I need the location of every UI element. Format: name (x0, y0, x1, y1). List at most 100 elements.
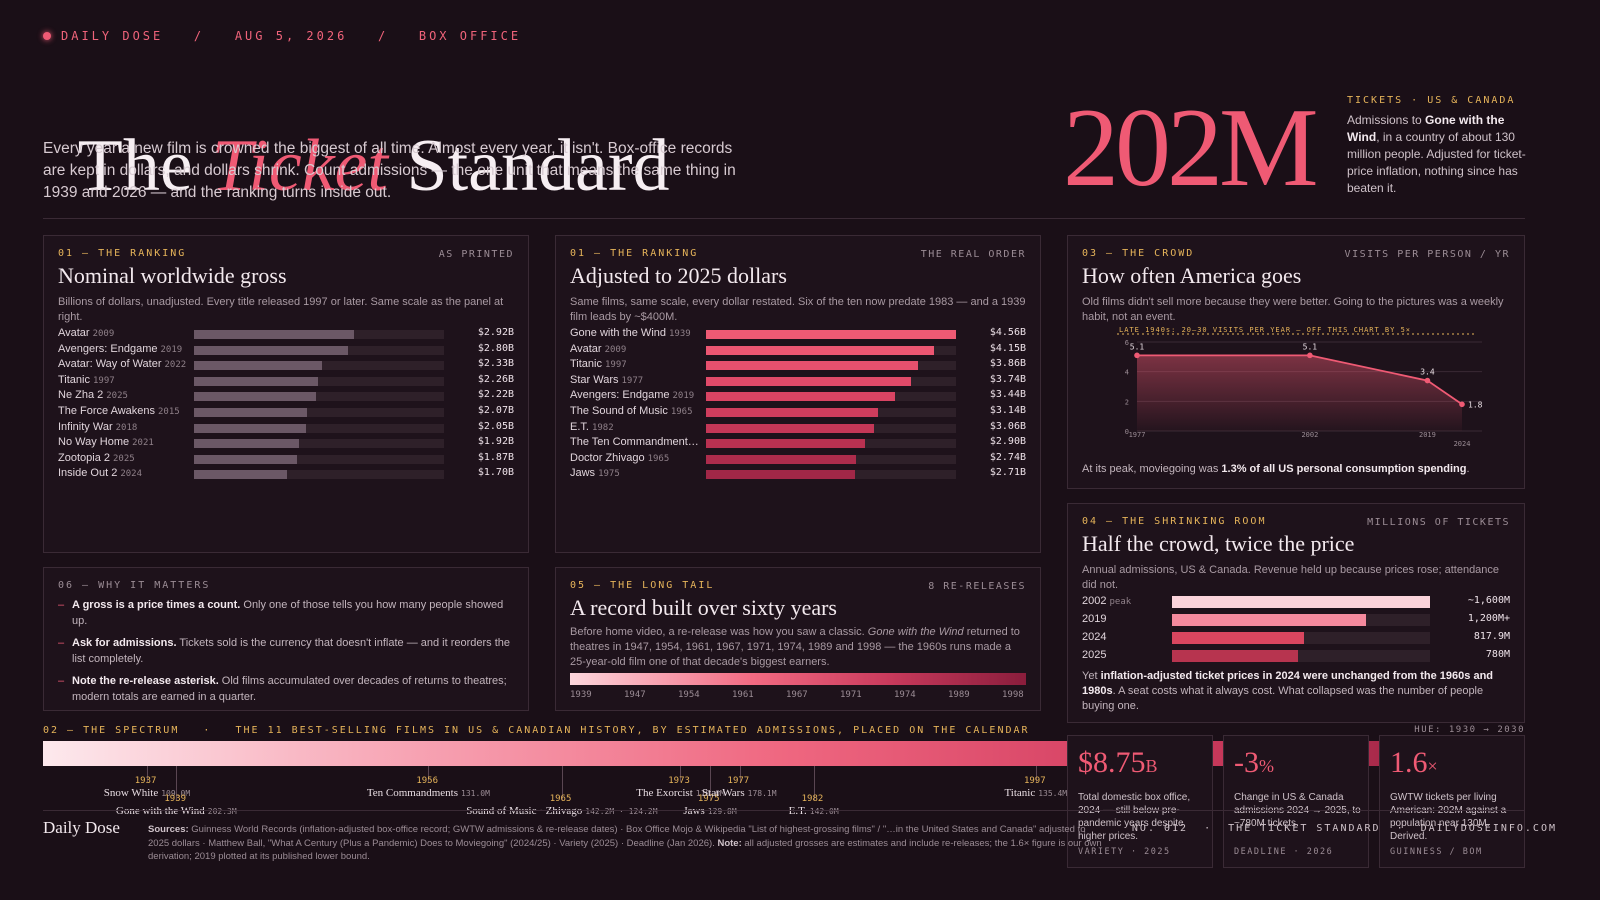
point-label: 5.1 (1303, 342, 1318, 351)
visits-point (1134, 352, 1140, 359)
bar-year: 1997 (605, 360, 627, 371)
hero-label: TICKETS · US & CANADA (1347, 95, 1516, 106)
bar-fill (706, 392, 895, 402)
stat-number: $8.75B (1078, 746, 1158, 780)
bar-value: $2.07B (477, 405, 514, 416)
hero-text-b: Gone with the Wind (1347, 113, 1505, 144)
film-admissions: 142.0M (809, 807, 839, 816)
bar-label: The Ten Commandment… (570, 436, 699, 449)
film-name: Snow White (103, 787, 159, 799)
rerelease-gradient (570, 673, 1026, 685)
spectrum-tick (146, 766, 148, 782)
point-label: 5.1 (1130, 342, 1145, 351)
bar-row: Ne Zha 2 2025 $2.22B (58, 389, 514, 403)
bar-value: $2.92B (477, 327, 514, 338)
stat-source: DEADLINE · 2026 (1234, 847, 1334, 857)
panel-title: Adjusted to 2025 dollars (570, 263, 787, 288)
bar-row: No Way Home 2021 $1.92B (58, 436, 514, 450)
bar-track (706, 376, 956, 386)
spectrum-tick (709, 766, 711, 800)
bar-year: 2019 (160, 344, 183, 355)
panel-tag: 01 — THE RANKING (58, 248, 187, 259)
bar-year: 1977 (621, 375, 644, 386)
spectrum-film: 1956 Ten Commandments 131.0M (366, 776, 490, 799)
bar-label: Avatar (570, 342, 602, 355)
bar-year: 1982 (591, 422, 614, 433)
spectrum-film: 1965 Sound of Music · Zhivago 142.2M · 124… (466, 794, 657, 817)
bar-value: ~1,600M (1467, 595, 1510, 606)
panel-tag: 01 — THE RANKING (570, 248, 699, 259)
bar-year: 2022 (164, 360, 187, 371)
y-tick-label: 6 (1125, 339, 1129, 347)
bar-value: $2.22B (477, 389, 514, 401)
bar-track (1172, 650, 1430, 662)
bar-row: The Force Awakens 2015 $2.07B (58, 405, 514, 419)
bar-row: Gone with the Wind 1939 $4.56B (570, 327, 1026, 341)
panel-adjusted-gross: 01 — THE RANKING THE REAL ORDER Adjusted… (555, 235, 1041, 553)
stat-number-unit: × (1427, 756, 1438, 776)
bar-year: peak (1109, 597, 1132, 607)
hero-text-c: , in a country of about 130 million peop… (1347, 130, 1526, 195)
rerelease-year: 1967 (786, 690, 808, 700)
panel-desc: Old films didn't sell more because they … (1082, 296, 1504, 323)
panel-title: A record built over sixty years (570, 595, 837, 620)
bar-fill (1172, 650, 1298, 662)
bar-row: Avatar 2009 $2.92B (58, 327, 514, 341)
stat-number-value: -3 (1234, 746, 1259, 779)
desc-a: Before home video, a re-release was how … (570, 626, 868, 638)
bar-track (194, 345, 444, 355)
film-year: 1973 (668, 776, 690, 786)
spectrum-tick (176, 766, 178, 800)
bar-label: E.T. (570, 420, 589, 433)
bar-row: The Sound of Music 1965 $3.14B (570, 405, 1026, 419)
bar-row: Star Wars 1977 $3.74B (570, 374, 1026, 388)
stat-source: GUINNESS / BOM (1390, 847, 1483, 857)
title-part-2: Ticket (211, 125, 388, 207)
bar-fill (194, 392, 316, 402)
spectrum-label: 02 — THE SPECTRUM · THE 11 BEST-SELLING … (43, 725, 1030, 736)
point-label: 1.8 (1468, 400, 1483, 409)
stat-number-unit: B (1145, 756, 1158, 776)
bar-track (194, 392, 444, 402)
bar-fill (194, 330, 355, 339)
bar-row: Inside Out 2 2024 $1.70B (58, 467, 514, 481)
why-item-text: Only one of those tells you how many peo… (72, 599, 504, 627)
bar-label: Jaws (570, 467, 596, 480)
foot-a: Yet (1082, 670, 1101, 682)
bar-label: Star Wars (570, 373, 619, 386)
bar-fill (194, 408, 308, 417)
bar-row: Infinity War 2018 $2.05B (58, 421, 514, 435)
bar-year: 2009 (92, 329, 115, 339)
panel-nominal-gross: 01 — THE RANKING AS PRINTED Nominal worl… (43, 235, 529, 553)
film-year: 1997 (1023, 776, 1046, 786)
bar-fill (194, 439, 300, 449)
panel-tag: 04 — THE SHRINKING ROOM (1082, 516, 1267, 527)
film-name: Ten Commandments (366, 787, 459, 799)
panel-desc: Billions of dollars, unadjusted. Every t… (58, 296, 504, 323)
panel-desc: Annual admissions, US & Canada. Revenue … (1082, 564, 1500, 591)
why-item: Ask for admissions. Tickets sold is the … (58, 635, 514, 667)
bar-year: 2025 (106, 391, 128, 402)
bar-fill (194, 423, 307, 433)
bar-row: The Ten Commandment… $2.90B (570, 436, 1026, 450)
point-label: 3.4 (1420, 368, 1435, 377)
lede: Every year a new film is crowned the big… (43, 140, 736, 201)
page-title: The Ticket Standard (42, 46, 670, 206)
panel-right-label: 8 RE-RELEASES (928, 581, 1026, 592)
stat-card: -3%Change in US & Canada admissions 2024… (1223, 735, 1369, 868)
visits-area-chart: LATE 1940s: 20–30 VISITS PER YEAR — OFF … (1117, 326, 1483, 448)
panel-title: How often America goes (1082, 263, 1302, 288)
bar-fill (1172, 614, 1366, 626)
film-admissions: 129.8M (707, 807, 737, 816)
spectrum-film: 1977 Star Wars 178.1M (702, 776, 777, 799)
desc-c: returned to theatres in 1947, 1954, 1961… (570, 626, 1020, 668)
bar-value: $4.15B (989, 342, 1026, 354)
y-tick-label: 0 (1125, 428, 1129, 436)
bar-fill (706, 423, 874, 433)
film-admissions: 178.1M (747, 789, 777, 798)
bar-fill (706, 376, 912, 386)
bar-track (194, 361, 444, 371)
bar-fill (194, 345, 348, 355)
film-name: Titanic (1004, 787, 1036, 799)
bar-value: $2.05B (477, 420, 514, 432)
